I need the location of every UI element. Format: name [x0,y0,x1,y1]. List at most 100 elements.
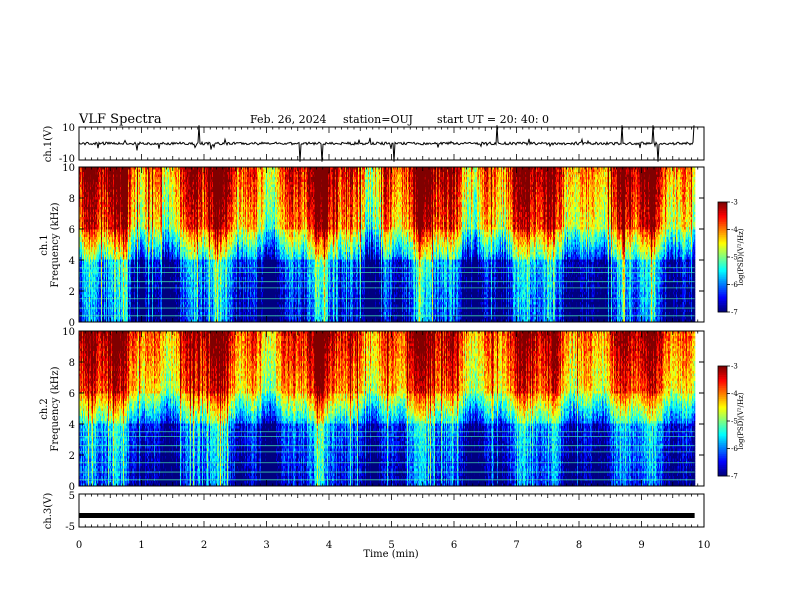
colorbar-segment [718,421,727,423]
colorbar-segment [718,450,727,452]
colorbar-segment [718,449,727,451]
frequency-tick-label: 6 [69,389,75,400]
colorbar-segment [718,384,727,386]
colorbar-segment [718,467,727,469]
colorbar-segment [718,294,727,296]
start-time-label: start UT = 20: 40: 0 [437,113,549,126]
date-label: Feb. 26, 2024 [250,113,327,126]
colorbar-segment [718,257,727,259]
colorbar-segment [718,305,727,307]
colorbar-segment [718,308,727,310]
colorbar-segment [718,209,727,211]
colorbar-segment [718,416,727,418]
colorbar-segment [718,215,727,217]
colorbar-segment [718,224,727,226]
colorbar-segment [718,390,727,392]
colorbar-segment [718,460,727,462]
colorbar-segment [718,226,727,228]
colorbar-segment [718,381,727,383]
ch2-spectrogram-image [79,331,704,486]
colorbar-label: log(PSD)(V²/Hz) [737,228,745,285]
colorbar-segment [718,379,727,381]
colorbar-segment [718,410,727,412]
ch1-spectrogram-image [79,167,704,322]
colorbar-segment [718,406,727,408]
colorbar-segment [718,217,727,219]
ch3-waveform-ylabel: ch.3(V) [43,493,54,530]
time-tick-label: 4 [326,540,332,551]
ch2-channel-label: ch.2 [39,398,50,420]
colorbar-segment [718,263,727,265]
colorbar-segment [718,246,727,248]
station-label: station=OUJ [343,113,413,126]
colorbar-segment [718,285,727,287]
colorbar-segment [718,443,727,445]
time-tick-label: 6 [451,540,457,551]
colorbar-segment [718,427,727,429]
colorbar-segment [718,228,727,230]
colorbar-segment [718,244,727,246]
colorbar-segment [718,264,727,266]
frequency-tick-label: 8 [69,358,75,369]
colorbar-segment [718,252,727,254]
colorbar-segment [718,405,727,407]
colorbar-segment [718,430,727,432]
colorbar-segment [718,428,727,430]
colorbar-segment [718,434,727,436]
ch1-waveform-ylabel: ch.1(V) [43,126,54,163]
colorbar-segment [718,441,727,443]
colorbar-segment [718,454,727,456]
colorbar-segment [718,370,727,372]
colorbar-segment [718,445,727,447]
time-tick-label: 9 [638,540,644,551]
colorbar-segment [718,394,727,396]
time-tick-label: 1 [138,540,144,551]
colorbar-segment [718,383,727,385]
colorbar-segment [718,297,727,299]
colorbar-segment [718,414,727,416]
colorbar-segment [718,233,727,235]
colorbar-segment [718,261,727,263]
colorbar-segment [718,461,727,463]
colorbar-segment [718,401,727,403]
colorbar-tick-label: -3 [731,199,738,207]
colorbar-segment [718,471,727,473]
colorbar-segment [718,250,727,252]
colorbar-tick-label: -7 [731,309,738,317]
colorbar-segment [718,456,727,458]
colorbar-segment [718,219,727,221]
colorbar-segment [718,408,727,410]
colorbar-segment [718,392,727,394]
colorbar-segment [718,377,727,379]
colorbar-segment [718,397,727,399]
colorbar-segment [718,399,727,401]
frequency-tick-label: 10 [62,327,75,338]
colorbar-segment [718,230,727,232]
ch3-ytick-bottom: -5 [65,522,75,533]
ch1-waveform-panel: 10 -10 ch.1(V) [43,123,704,165]
colorbar-segment [718,388,727,390]
colorbar-segment [718,255,727,257]
ch1-ytick-top: 10 [62,123,75,134]
colorbar-segment [718,425,727,427]
colorbar-segment [718,292,727,294]
ch1-channel-label: ch.1 [39,234,50,256]
colorbar-segment [718,279,727,281]
colorbar-segment [718,386,727,388]
colorbar-segment [718,375,727,377]
colorbar-tick-label: -7 [731,473,738,481]
colorbar-segment [718,239,727,241]
colorbar-segment [718,432,727,434]
colorbar-segment [718,275,727,277]
colorbar-segment [718,206,727,208]
ch1-frequency-ylabel: Frequency (kHz) [50,202,61,287]
figure-title: VLF Spectra [78,112,162,127]
time-tick-label: 7 [513,540,519,551]
frequency-tick-label: 2 [69,287,75,298]
colorbar-segment [718,469,727,471]
time-tick-label: 0 [76,540,82,551]
colorbar-segment [718,290,727,292]
